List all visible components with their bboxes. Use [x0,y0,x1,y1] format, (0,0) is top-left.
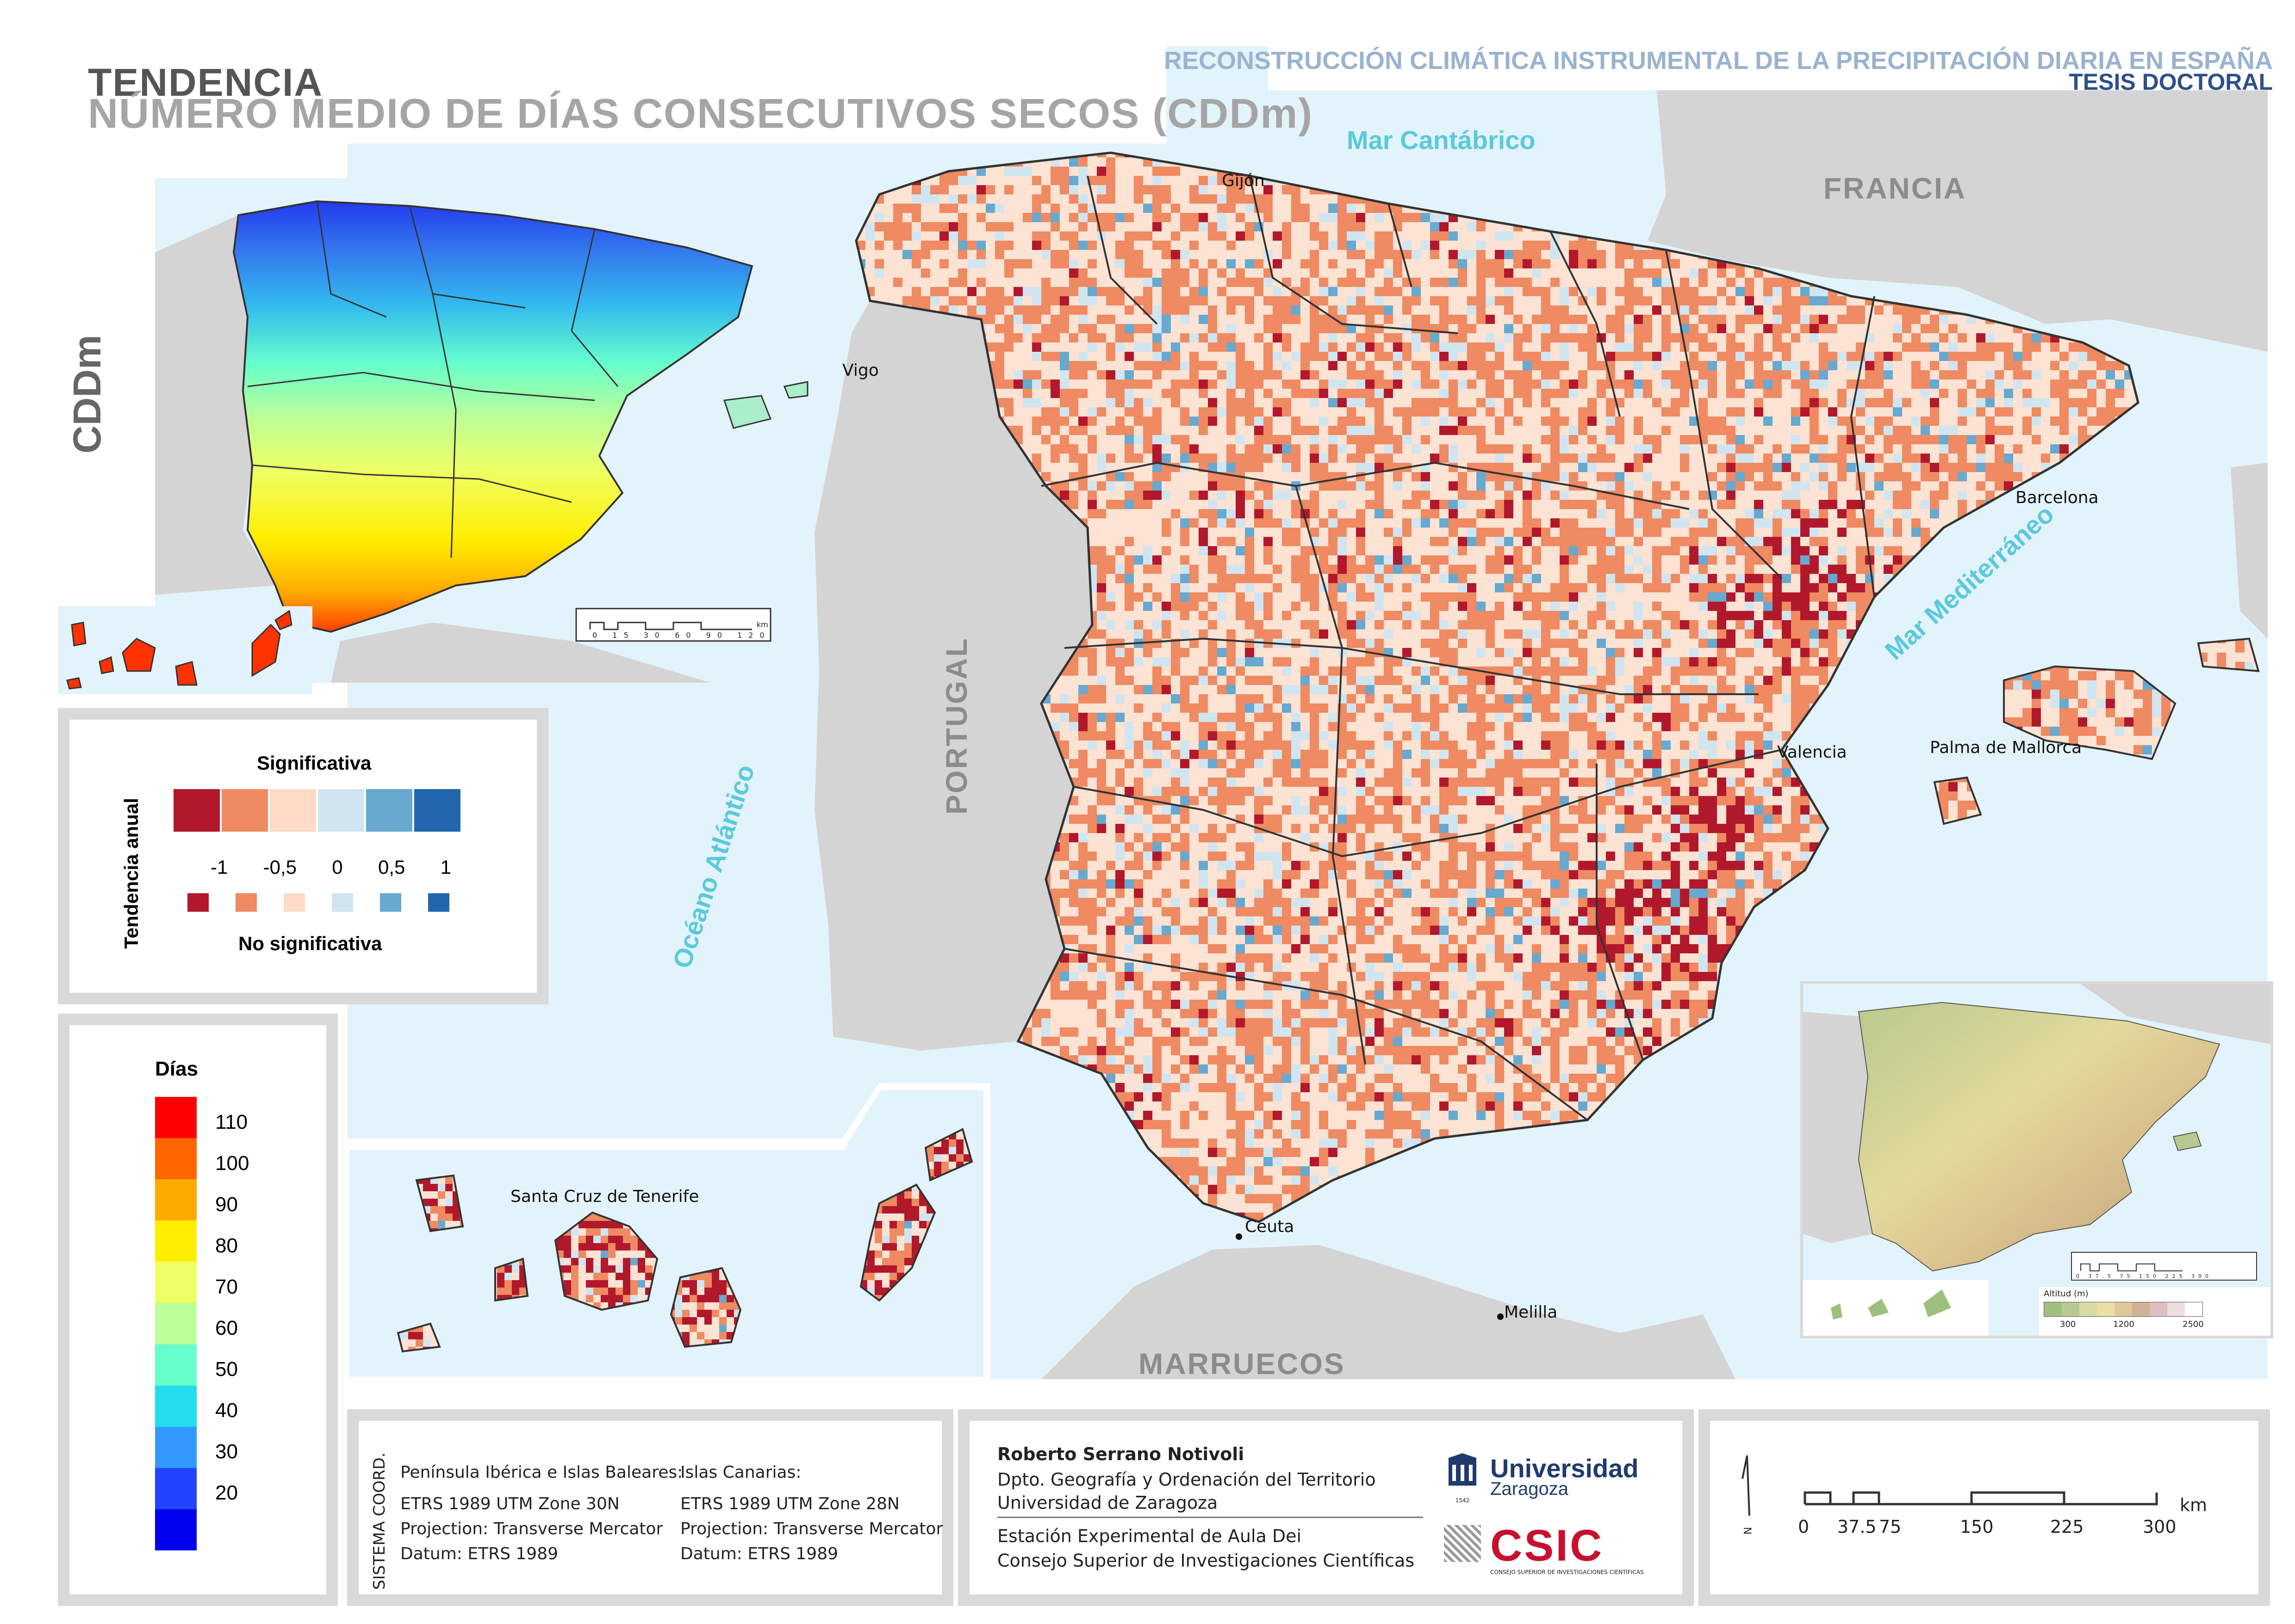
melilla-marker [1497,1313,1504,1320]
inset-scale-ticks: 0 15 30 60 90 120 [592,631,771,640]
label-mar-cantabrico: Mar Cantábrico [1347,125,1536,155]
title-line1: TENDENCIA [88,61,323,104]
days-color-step [155,1509,197,1551]
nonsignificant-swatch [428,893,449,912]
csic-logo-text: CSIC [1490,1521,1604,1570]
title-line2: NÚMERO MEDIO DE DÍAS CONSECUTIVOS SECOS … [88,91,1313,137]
label-barcelona: Barcelona [2015,488,2099,507]
significant-swatch [366,789,412,832]
doc-type: TESIS DOCTORAL [2069,69,2273,95]
north-label: N [1742,1527,1754,1535]
author-name: Roberto Serrano Notivoli [997,1444,1244,1464]
nonsignificant-swatch [187,893,209,912]
label-marruecos: MARRUECOS [1138,1347,1345,1381]
label-gijon: Gijón [1222,171,1265,190]
legend-axis-title: Tendencia anual [120,798,142,949]
nonsignificant-swatch [332,893,353,912]
author-station: Estación Experimental de Aula Dei [997,1526,1302,1546]
days-color-step [155,1426,197,1468]
inset-scale-unit: km [757,620,768,629]
days-legend-title: Días [155,1058,198,1080]
label-palma: Palma de Mallorca [1930,738,2082,757]
label-portugal: PORTUGAL [940,637,973,815]
nonsignificant-swatch [236,893,257,912]
significant-swatch [414,789,460,832]
days-label: 40 [215,1399,238,1422]
relief-inset: Altitud (m) 300 1200 2500 0 37.5 75 150 … [1800,981,2273,1338]
baleares-outline [1933,637,2260,825]
unizar-logo-text1: Universidad [1490,1454,1639,1483]
legend-not-significant-label: No significativa [238,933,382,954]
significant-swatch [270,789,316,832]
days-label: 60 [215,1317,238,1339]
days-color-step [155,1303,197,1344]
days-label: 110 [215,1111,248,1133]
days-color-step [155,1468,197,1509]
label-melilla: Melilla [1504,1303,1558,1322]
significant-swatch [318,789,364,832]
nonsignificant-swatch [284,893,305,912]
legend-ticks: -1 -0,5 0 0,5 1 [211,856,451,878]
region-boundaries [1041,175,1875,1121]
nonsignificant-swatch [380,893,401,912]
france-land [1648,90,2268,352]
unizar-logo-icon: 1542 [1444,1453,1481,1504]
days-color-step [155,1179,197,1221]
csic-logo-sub: CONSEJO SUPERIOR DE INVESTIGACIONES CIEN… [1490,1569,1644,1575]
significant-swatch [174,789,220,832]
portugal-land [815,301,1092,1051]
label-valencia: Valencia [1777,743,1847,762]
days-label: 80 [215,1234,238,1257]
label-santa-cruz: Santa Cruz de Tenerife [510,1187,699,1206]
author-panel: Roberto Serrano Notivoli Dpto. Geografía… [958,1409,1694,1606]
label-vigo: Vigo [842,361,879,380]
days-label: 20 [215,1481,238,1504]
scale-panel: N km 0 37.5 75 150 225 300 [1698,1409,2270,1606]
days-color-step [155,1220,197,1262]
scale-bar [1741,1455,2158,1516]
island-land [2231,463,2268,639]
scale-unit: km [2180,1495,2208,1515]
relief-scale-ticks: 0 37.5 75 150 225 300 [2076,1273,2212,1279]
days-label: 30 [215,1440,238,1463]
coords-side-label: SISTEMA COORD. [370,1452,389,1590]
label-francia: FRANCIA [1823,172,1966,205]
ceuta-marker [1236,1233,1242,1240]
cddm-canarias-inset [58,606,312,694]
inset-label-cddm: CDDm [65,335,109,454]
canarias-inset: Santa Cruz de Tenerife [345,1085,988,1381]
spain-outline [855,151,2140,1223]
author-divider [997,1517,1423,1518]
trend-legend-panel: Significativa No significativa Tendencia… [58,708,548,1004]
unizar-logo-text2: Zaragoza [1490,1479,1568,1499]
coords-peninsula: Península Ibérica e Islas Baleares: ETRS… [400,1463,683,1563]
author-csic: Consejo Superior de Investigaciones Cien… [997,1550,1415,1571]
author-dept: Dpto. Geografía y Ordenación del Territo… [997,1469,1376,1490]
project-title: RECONSTRUCCIÓN CLIMÁTICA INSTRUMENTAL DE… [1163,47,2273,75]
csic-logo-icon [1444,1525,1481,1562]
cddm-inset: 0 15 30 60 90 120 km [155,178,815,683]
days-color-step [155,1138,197,1180]
days-color-bar [155,1097,197,1551]
days-color-step [155,1097,197,1139]
days-color-step [155,1344,197,1386]
relief-legend: Altitud (m) 300 1200 2500 [2039,1287,2270,1336]
days-label: 50 [215,1358,238,1381]
days-color-step [155,1385,197,1427]
coords-panel: SISTEMA COORD. Península Ibérica e Islas… [347,1409,953,1606]
days-label: 90 [215,1193,238,1216]
days-label: 70 [215,1276,238,1298]
legend-significant-swatches [174,789,462,832]
legend-nonsignificant-swatches [187,893,476,912]
days-color-step [155,1262,197,1303]
label-ceuta: Ceuta [1245,1217,1294,1236]
author-univ: Universidad de Zaragoza [997,1493,1218,1513]
days-legend-panel: Días 110 100 90 80 70 60 50 40 30 20 [58,1014,338,1606]
significant-swatch [222,789,268,832]
coords-canarias: Islas Canarias: ETRS 1989 UTM Zone 28N P… [680,1463,943,1563]
legend-significant-label: Significativa [257,752,372,774]
days-label: 100 [215,1152,249,1175]
morocco-land [1041,1245,1735,1379]
